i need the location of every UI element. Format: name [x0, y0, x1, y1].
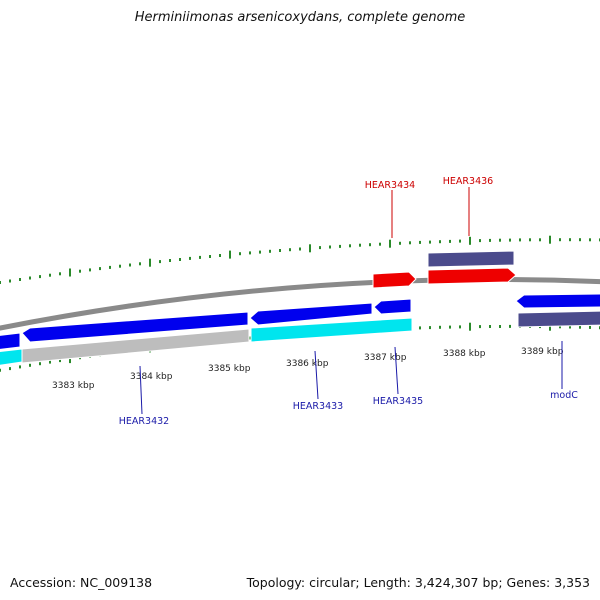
genome-backbone: [0, 276, 600, 331]
gene-label-modc[interactable]: modC: [550, 390, 578, 401]
scale-label: 3385 kbp: [208, 364, 251, 374]
leader-hear3432: [139, 365, 143, 415]
scale-label: 3386 kbp: [286, 359, 329, 369]
map-title: Herminiimonas arsenicoxydans, complete g…: [134, 10, 466, 25]
cds-reverse-left[interactable]: [0, 348, 23, 366]
operon-bar-modc[interactable]: [517, 310, 600, 328]
operon-bar-hear3436[interactable]: [427, 250, 515, 268]
scale-label: 3383 kbp: [52, 381, 95, 391]
cds-forward-hear3433[interactable]: [249, 302, 373, 326]
gene-label-hear3433[interactable]: HEAR3433: [293, 401, 343, 412]
gene-label-hear3434[interactable]: HEAR3434: [365, 180, 415, 191]
gene-label-hear3432[interactable]: HEAR3432: [119, 416, 169, 427]
leader-hear3433: [314, 350, 319, 400]
cds-hear3434[interactable]: [372, 271, 417, 289]
cds-forward-hear3432[interactable]: [21, 311, 249, 343]
cds-hear3436[interactable]: [427, 267, 517, 285]
gene-label-hear3435[interactable]: HEAR3435: [373, 396, 423, 407]
accession-label: Accession: NC_009138: [10, 575, 153, 590]
scale-label: 3387 kbp: [364, 353, 407, 363]
cds-forward-hear3435[interactable]: [373, 298, 412, 315]
gene-label-hear3436[interactable]: HEAR3436: [443, 176, 493, 187]
scale-label: 3388 kbp: [443, 349, 486, 359]
scale-label: 3389 kbp: [521, 347, 564, 357]
outer-tick-track: [0, 235, 600, 284]
leader-hear3435: [394, 346, 399, 395]
cds-forward-modc[interactable]: [515, 293, 600, 309]
scale-label: 3384 kbp: [130, 372, 173, 382]
topology-label: Topology: circular; Length: 3,424,307 bp…: [246, 575, 590, 590]
cds-reverse-mid[interactable]: [250, 317, 413, 343]
pseudo-gene[interactable]: [21, 328, 250, 364]
cds-forward-left[interactable]: [0, 332, 21, 350]
